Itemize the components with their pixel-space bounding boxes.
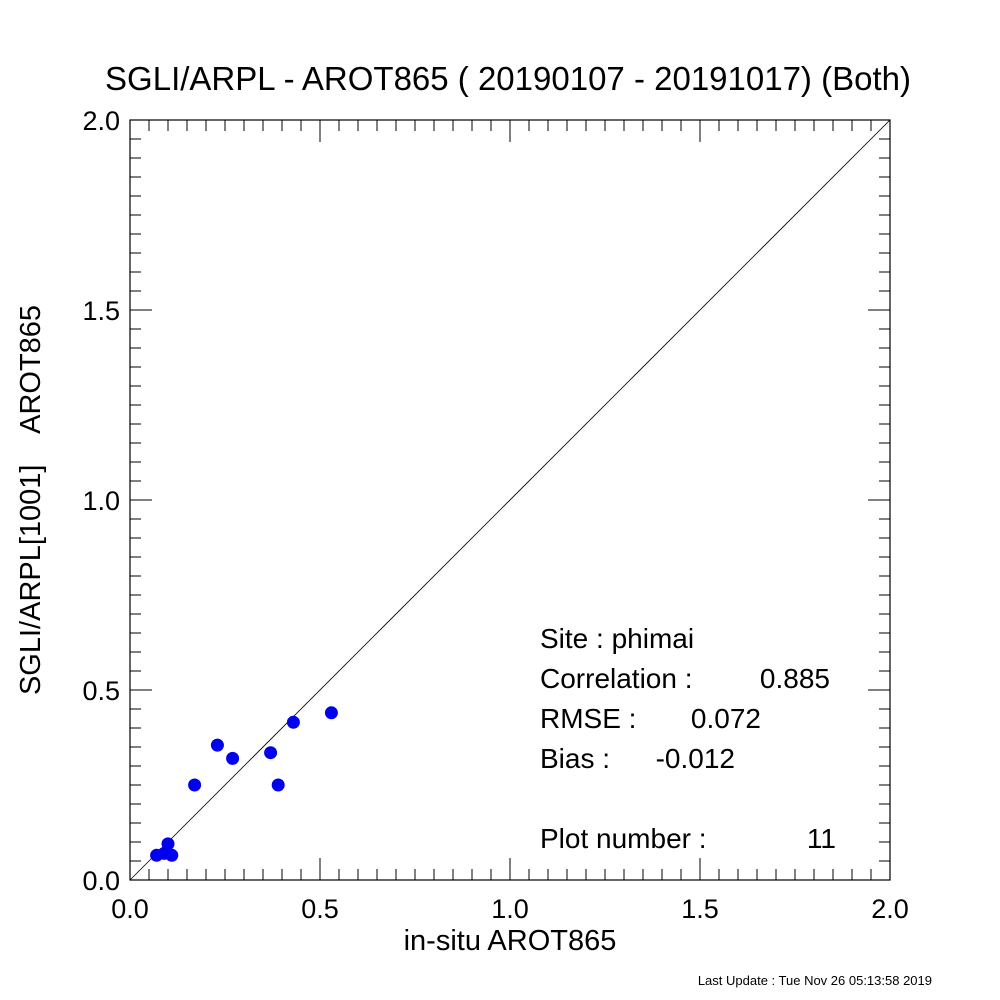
stats-annotation: Site : phimai Correlation : 0.885 RMSE :… (540, 623, 836, 854)
data-point (271, 778, 285, 792)
x-tick-label: 2.0 (871, 894, 909, 924)
data-point (286, 715, 300, 729)
correlation-label: Correlation : (540, 663, 693, 694)
data-point (161, 837, 175, 851)
data-point (264, 746, 278, 760)
bias-value: -0.012 (656, 743, 735, 774)
plot-number-label: Plot number : (540, 823, 707, 854)
x-tick-label: 0.0 (111, 894, 149, 924)
y-tick-label: 0.5 (82, 676, 120, 706)
plot-area (129, 119, 891, 881)
minor-ticks (130, 120, 890, 880)
chart-title: SGLI/ARPL - AROT865 ( 20190107 - 2019101… (105, 60, 911, 97)
data-point (226, 751, 240, 765)
major-ticks (129, 119, 891, 881)
y-tick-label: 0.0 (82, 866, 120, 896)
y-tick-label: 2.0 (82, 106, 120, 136)
x-axis-label: in-situ AROT865 (404, 925, 617, 957)
correlation-value: 0.885 (760, 663, 830, 694)
y-tick-label: 1.0 (82, 486, 120, 516)
x-tick-label: 0.5 (301, 894, 339, 924)
y-axis-label: SGLI/ARPL[1001] AROT865 (15, 305, 47, 695)
y-tick-label: 1.5 (82, 296, 120, 326)
plot-number-value: 11 (807, 823, 836, 854)
site-text: Site : phimai (540, 623, 694, 654)
data-points (150, 706, 338, 862)
data-point (188, 778, 202, 792)
x-tick-label: 1.5 (681, 894, 719, 924)
last-update-text: Last Update : Tue Nov 26 05:13:58 2019 (698, 973, 932, 988)
x-tick-label: 1.0 (491, 894, 529, 924)
x-tick-labels: 0.0 0.5 1.0 1.5 2.0 (111, 894, 909, 924)
rmse-label: RMSE : (540, 703, 636, 734)
rmse-value: 0.072 (691, 703, 761, 734)
bias-label: Bias : (540, 743, 610, 774)
data-point (210, 738, 224, 752)
one-to-one-line (129, 119, 891, 881)
data-point (165, 848, 179, 862)
data-point (324, 706, 338, 720)
y-tick-labels: 0.0 0.5 1.0 1.5 2.0 (82, 106, 120, 896)
